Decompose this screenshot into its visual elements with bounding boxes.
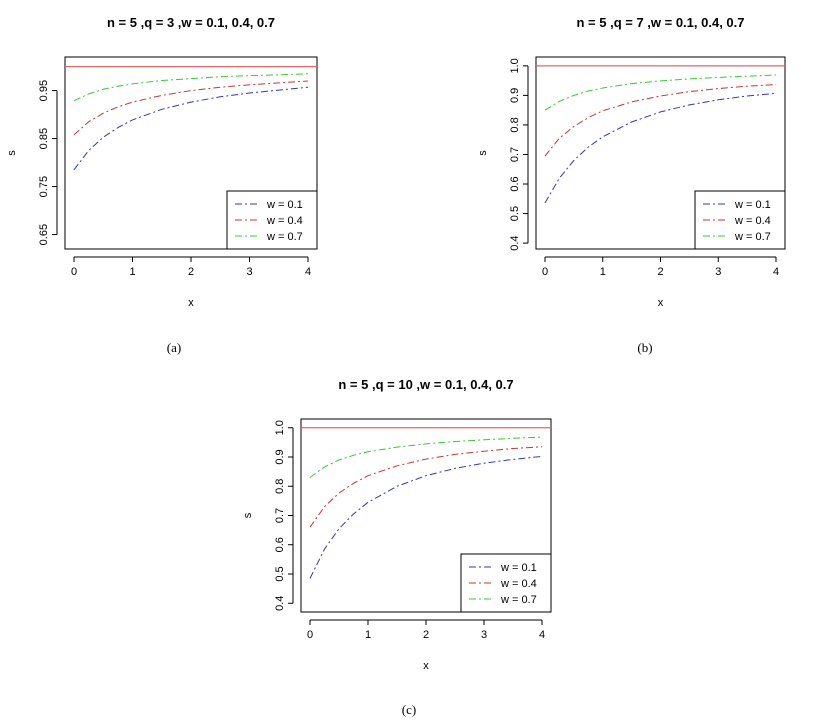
y-tick-label: 0.5 — [509, 206, 521, 221]
y-tick-label: 0.5 — [274, 566, 286, 581]
x-tick-label: 1 — [365, 629, 371, 641]
y-axis-label: s — [6, 150, 18, 156]
x-tick-label: 3 — [246, 266, 252, 278]
x-axis-label: x — [188, 297, 194, 309]
y-tick-label: 0.4 — [274, 596, 286, 611]
y-tick-label: 1.0 — [274, 420, 286, 435]
legend-label: w = 0.7 — [266, 231, 303, 243]
x-axis-label: x — [423, 660, 429, 672]
y-tick-label: 0.4 — [509, 235, 521, 250]
legend-box — [460, 553, 552, 613]
chart-panel-b: n = 5 ,q = 7 ,w = 0.1, 0.4, 0.7 0 1 2 3 4 x 0.4… — [477, 15, 786, 355]
plot-frame — [64, 56, 318, 250]
x-tick-label: 2 — [657, 266, 663, 278]
y-tick-label: 0.8 — [274, 479, 286, 494]
x-tick-label: 3 — [715, 266, 721, 278]
y-tick-label: 0.9 — [509, 88, 521, 103]
legend-label: w = 0.7 — [734, 231, 771, 243]
x-tick-label: 0 — [71, 266, 77, 278]
x-tick-label: 0 — [542, 266, 548, 278]
x-tick-label: 1 — [129, 266, 135, 278]
chart-title: n = 5 ,q = 3 ,w = 0.1, 0.4, 0.7 — [107, 15, 275, 30]
series-line-3 — [73, 73, 309, 102]
series-line-3 — [544, 74, 777, 111]
x-tick-label: 4 — [305, 266, 311, 278]
x-tick-label: 4 — [773, 266, 779, 278]
series-line-2 — [73, 80, 309, 136]
panel-caption: (a) — [167, 340, 181, 355]
legend-label: w = 0.4 — [266, 215, 303, 227]
series-line-3 — [309, 436, 543, 478]
series-line-2 — [544, 84, 777, 157]
legend-label: w = 0.7 — [500, 594, 537, 606]
series-line-1 — [309, 455, 543, 579]
x-tick-label: 2 — [423, 629, 429, 641]
plot-frame — [535, 56, 786, 250]
legend-label: w = 0.4 — [500, 578, 537, 590]
y-tick-label: 0.85 — [38, 128, 50, 149]
y-axis-label: s — [242, 512, 254, 518]
series-line-1 — [544, 92, 777, 204]
x-tick-label: 4 — [539, 629, 545, 641]
chart-title: n = 5 ,q = 7 ,w = 0.1, 0.4, 0.7 — [576, 15, 744, 30]
legend-label: w = 0.4 — [734, 215, 771, 227]
x-tick-label: 1 — [600, 266, 606, 278]
y-tick-label: 0.65 — [38, 224, 50, 245]
x-axis-label: x — [658, 297, 664, 309]
legend-label: w = 0.1 — [266, 199, 303, 211]
y-tick-label: 0.75 — [38, 176, 50, 197]
x-tick-label: 0 — [307, 629, 313, 641]
y-tick-label: 0.95 — [38, 80, 50, 101]
y-tick-label: 0.8 — [509, 117, 521, 132]
legend-label: w = 0.1 — [500, 562, 537, 574]
y-tick-label: 0.7 — [509, 147, 521, 162]
y-axis-label: s — [477, 150, 489, 156]
plot-frame — [300, 418, 552, 613]
chart-panel-a: n = 5 ,q = 3 ,w = 0.1, 0.4, 0.7 0 1 2 3 4 x 0.6… — [6, 15, 318, 355]
chart-panel-c: n = 5 ,q = 10 ,w = 0.1, 0.4, 0.7 0 1 2 3 4 x 0.… — [242, 377, 552, 717]
x-tick-label: 2 — [188, 266, 194, 278]
y-tick-label: 0.6 — [274, 537, 286, 552]
series-line-2 — [309, 446, 543, 528]
chart-title: n = 5 ,q = 10 ,w = 0.1, 0.4, 0.7 — [338, 377, 513, 392]
y-tick-label: 0.9 — [274, 449, 286, 464]
panel-caption: (b) — [637, 340, 652, 355]
y-tick-label: 0.6 — [509, 176, 521, 191]
legend-label: w = 0.1 — [734, 199, 771, 211]
x-tick-label: 3 — [481, 629, 487, 641]
series-line-1 — [73, 86, 309, 171]
y-tick-label: 1.0 — [509, 58, 521, 73]
panel-caption: (c) — [402, 702, 416, 717]
y-tick-label: 0.7 — [274, 508, 286, 523]
